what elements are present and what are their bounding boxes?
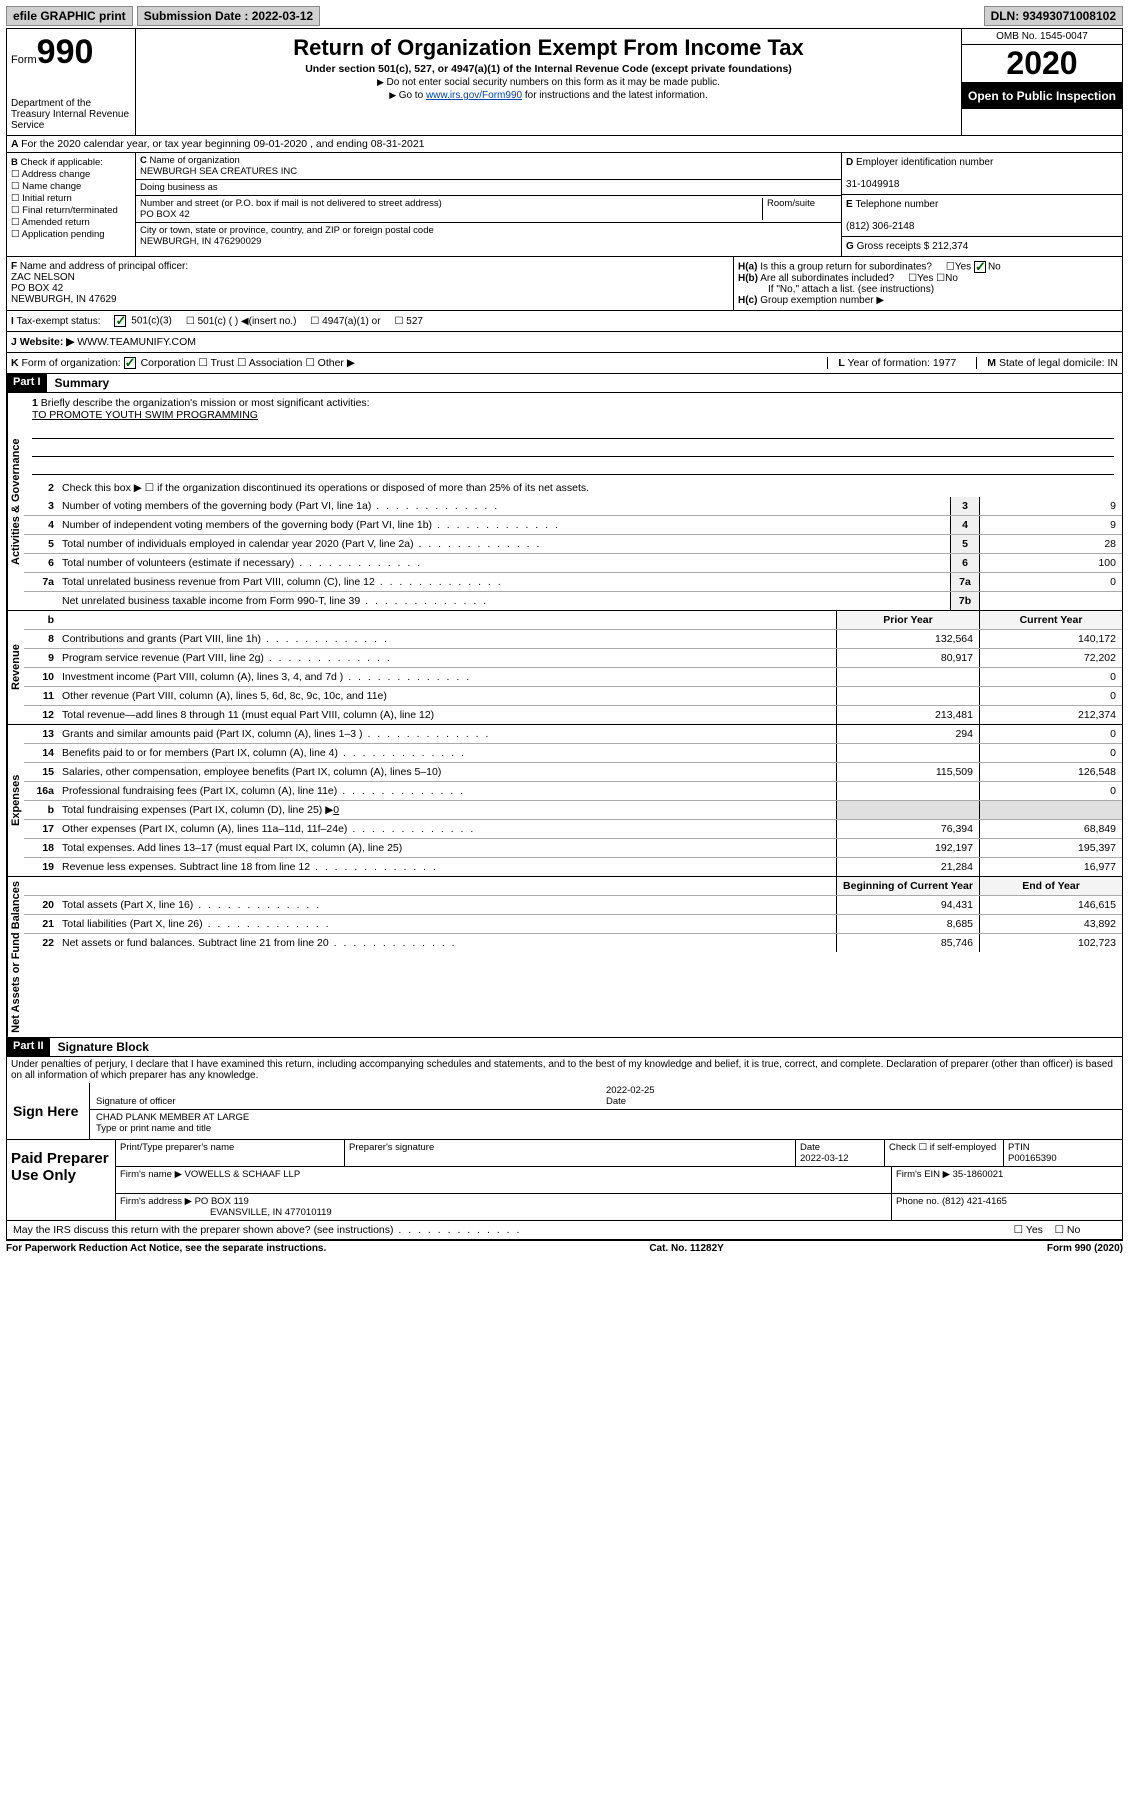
gross-receipts: 212,374 bbox=[932, 241, 968, 252]
officer-group-block: F Name and address of principal officer:… bbox=[6, 257, 1123, 311]
website: WWW.TEAMUNIFY.COM bbox=[77, 336, 196, 348]
top-bar: efile GRAPHIC print Submission Date : 20… bbox=[6, 6, 1123, 26]
org-name: NEWBURGH SEA CREATURES INC bbox=[140, 166, 297, 177]
sign-here-label: Sign Here bbox=[7, 1083, 90, 1139]
tax-year-row: A For the 2020 calendar year, or tax yea… bbox=[6, 136, 1123, 153]
form-title: Return of Organization Exempt From Incom… bbox=[146, 35, 951, 61]
phone: (812) 306-2148 bbox=[846, 221, 914, 232]
part2-title: Signature Block bbox=[50, 1038, 157, 1056]
form-subtitle: Under section 501(c), 527, or 4947(a)(1)… bbox=[146, 63, 951, 75]
part1-header: Part I bbox=[7, 374, 47, 392]
tax-year: 2020 bbox=[962, 45, 1122, 83]
part1-title: Summary bbox=[47, 374, 118, 392]
form-header: Form990 Department of the Treasury Inter… bbox=[6, 28, 1123, 136]
submission-date: Submission Date : 2022-03-12 bbox=[137, 6, 320, 26]
penalty-text: Under penalties of perjury, I declare th… bbox=[7, 1057, 1122, 1083]
side-revenue: Revenue bbox=[7, 611, 24, 724]
website-row: J Website: ▶ WWW.TEAMUNIFY.COM bbox=[6, 332, 1123, 353]
form-number: Form990 bbox=[11, 33, 131, 72]
side-expenses: Expenses bbox=[7, 725, 24, 876]
omb-number: OMB No. 1545-0047 bbox=[962, 29, 1122, 45]
side-governance: Activities & Governance bbox=[7, 393, 24, 610]
street: PO BOX 42 bbox=[140, 209, 190, 220]
tax-status-row: I Tax-exempt status: 501(c)(3) ☐ 501(c) … bbox=[6, 311, 1123, 332]
ssn-note: Do not enter social security numbers on … bbox=[146, 77, 951, 88]
open-public-badge: Open to Public Inspection bbox=[962, 83, 1122, 109]
efile-button[interactable]: efile GRAPHIC print bbox=[6, 6, 133, 26]
page-footer: For Paperwork Reduction Act Notice, see … bbox=[6, 1241, 1123, 1256]
part2-header: Part II bbox=[7, 1038, 50, 1056]
ein: 31-1049918 bbox=[846, 179, 899, 190]
paid-preparer-label: Paid Preparer Use Only bbox=[7, 1140, 116, 1220]
org-form-row: K Form of organization: Corporation ☐ Tr… bbox=[6, 353, 1123, 374]
entity-block: B Check if applicable: ☐ Address change … bbox=[6, 153, 1123, 257]
mission: TO PROMOTE YOUTH SWIM PROGRAMMING bbox=[32, 409, 258, 421]
dba: Doing business as bbox=[136, 180, 841, 196]
instructions-link-row: Go to www.irs.gov/Form990 for instructio… bbox=[146, 90, 951, 101]
dept-label: Department of the Treasury Internal Reve… bbox=[11, 98, 131, 131]
city-state-zip: NEWBURGH, IN 476290029 bbox=[140, 236, 261, 247]
instructions-link[interactable]: www.irs.gov/Form990 bbox=[426, 90, 522, 101]
side-netassets: Net Assets or Fund Balances bbox=[7, 877, 24, 1037]
dln: DLN: 93493071008102 bbox=[984, 6, 1123, 26]
signature-block: Under penalties of perjury, I declare th… bbox=[6, 1057, 1123, 1241]
